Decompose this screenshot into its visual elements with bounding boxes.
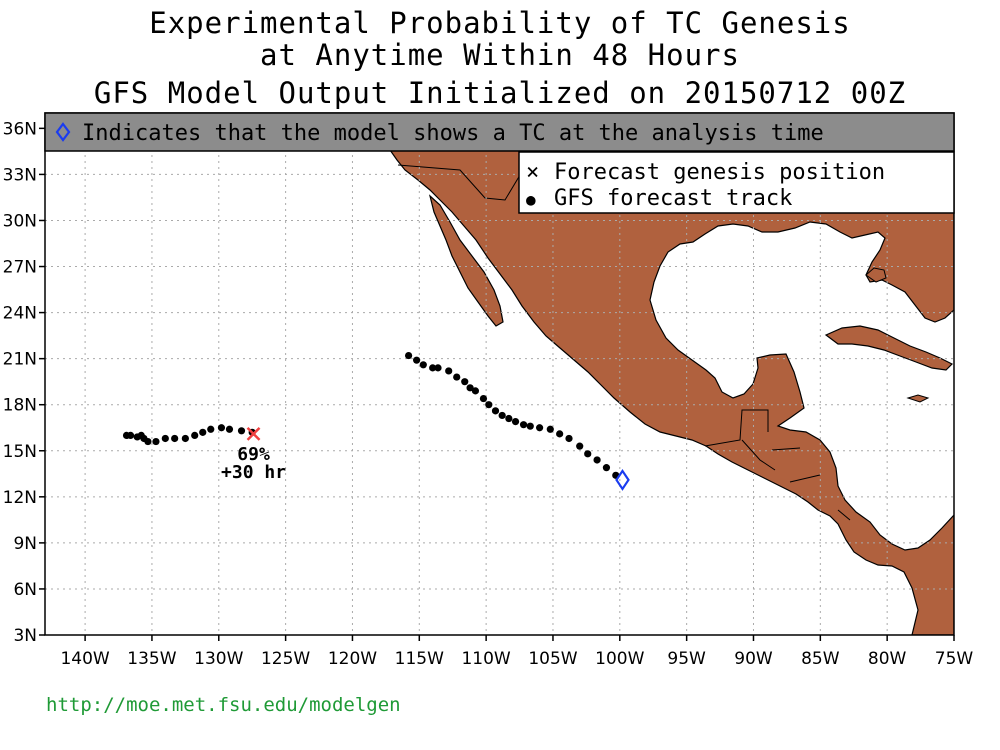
genesis-probability-label: 69%: [237, 444, 270, 465]
track-point: [491, 407, 500, 415]
legend: × Forecast genesis position ● GFS foreca…: [518, 151, 955, 214]
x-tick-label: 100W: [595, 649, 644, 669]
y-tick-label: 24N: [3, 304, 37, 324]
track-point: [593, 456, 601, 464]
track-point: [536, 424, 544, 432]
border-lines: [397, 164, 851, 521]
y-tick-label: 27N: [3, 258, 37, 278]
x-tick-label: 95W: [667, 649, 706, 669]
y-tick-label: 6N: [13, 580, 37, 600]
track-point: [405, 351, 413, 360]
x-tick-label: 125W: [261, 649, 310, 669]
track-point: [485, 401, 493, 409]
y-tick-label: 3N: [13, 626, 37, 646]
track-point: [171, 434, 179, 443]
x-axis: 140W 135W 130W 125W 120W 115W 110W 105W 100W 95W 9…: [60, 635, 973, 669]
land-cuba: [824, 325, 954, 371]
x-tick-label: 110W: [461, 649, 510, 669]
x-tick-label: 90W: [734, 649, 773, 669]
x-tick-label: 135W: [127, 649, 176, 669]
title-line-2: at Anytime Within 48 Hours: [260, 38, 740, 72]
track-point: [207, 425, 215, 433]
legend-genesis-label: Forecast genesis position: [554, 160, 885, 185]
legend-track-symbol: ●: [526, 190, 536, 209]
track-point: [471, 387, 480, 395]
track-point: [217, 424, 226, 432]
y-tick-label: 36N: [3, 119, 37, 139]
analysis-diamond-icon: [615, 468, 630, 491]
genesis-x-marker: [246, 426, 261, 441]
track-point: [519, 421, 528, 429]
track-point: [199, 428, 207, 436]
track-point: [602, 464, 611, 472]
track-point: [413, 356, 421, 364]
legend-box: [518, 151, 955, 214]
y-tick-label: 30N: [3, 211, 37, 231]
markers: 69%+30 hr: [221, 426, 630, 491]
track-point: [576, 442, 584, 450]
track-point: [181, 434, 189, 443]
track-point: [191, 431, 199, 440]
source-url-link[interactable]: http://moe.met.fsu.edu/modelgen: [46, 694, 401, 716]
track-point: [137, 431, 145, 440]
x-tick-label: 105W: [528, 649, 577, 669]
x-tick-label: 115W: [395, 649, 444, 669]
genesis-lead-label: +30 hr: [221, 462, 286, 483]
track-point: [461, 378, 469, 386]
legend-genesis-symbol: ×: [526, 160, 539, 185]
map-panel: 140W 135W 130W 125W 120W 115W 110W 105W 100W 95W 9…: [3, 112, 973, 669]
y-tick-label: 12N: [3, 488, 37, 508]
track-point: [511, 417, 520, 426]
forecast-tracks: [122, 351, 620, 479]
legend-track-label: GFS forecast track: [554, 186, 792, 211]
track-point: [479, 394, 488, 403]
banner-bg: [44, 112, 955, 152]
track-point: [498, 411, 506, 420]
track-point: [445, 367, 453, 375]
track-point: [161, 434, 169, 443]
x-tick-label: 130W: [194, 649, 243, 669]
y-tick-label: 21N: [3, 350, 37, 370]
y-tick-label: 18N: [3, 396, 37, 416]
x-tick-label: 120W: [328, 649, 377, 669]
land-florida: [865, 267, 887, 283]
x-tick-label: 85W: [801, 649, 840, 669]
track-point: [419, 361, 427, 369]
diamond-icon: [55, 122, 71, 142]
track-point: [505, 414, 513, 423]
title-line-1: Experimental Probability of TC Genesis: [149, 6, 851, 40]
track-point: [466, 384, 474, 392]
track-point: [565, 434, 573, 443]
land-layer: [384, 113, 954, 635]
track-point: [122, 431, 131, 440]
track-point: [453, 373, 461, 381]
banner-text: Indicates that the model shows a TC at t…: [82, 121, 824, 146]
x-tick-label: 140W: [60, 649, 109, 669]
track-point: [237, 427, 246, 435]
track-point: [546, 425, 554, 433]
y-tick-label: 33N: [3, 165, 37, 185]
y-tick-label: 15N: [3, 442, 37, 462]
track-point: [584, 450, 592, 458]
x-tick-label: 80W: [868, 649, 907, 669]
track-point: [152, 437, 160, 446]
track-point: [434, 364, 442, 372]
y-tick-label: 9N: [13, 534, 37, 554]
y-axis: 3N 6N 9N 12N 15N 18N 21N 24N 27N 30N 33N 36N: [3, 119, 45, 646]
title-line-3: GFS Model Output Initialized on 20150712…: [93, 76, 907, 110]
analysis-banner: Indicates that the model shows a TC at t…: [44, 112, 955, 152]
land-baja: [428, 194, 504, 327]
track-point: [526, 422, 534, 430]
track-point: [225, 425, 234, 433]
track-point: [429, 364, 437, 372]
land-mainland: [384, 113, 954, 635]
land-jamaica: [906, 394, 930, 403]
x-tick-label: 75W: [935, 649, 974, 669]
track-point: [556, 430, 564, 438]
